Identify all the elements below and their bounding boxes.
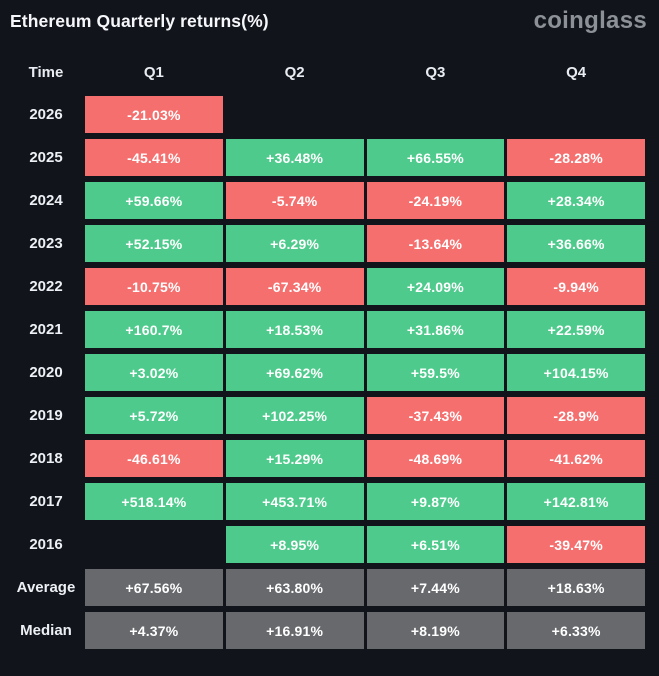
return-cell-2020-q4: +104.15% (507, 354, 645, 391)
return-cell-2025-q4: -28.28% (507, 139, 645, 176)
return-cell-2017-q1: +518.14% (85, 483, 223, 520)
column-header-q1: Q1 (143, 64, 164, 81)
row-label-2025: 2025 (29, 149, 63, 166)
return-cell-2017-q3: +9.87% (366, 483, 505, 520)
return-cell-2016-q1 (85, 526, 223, 563)
return-cell-2020-q3: +59.5% (366, 354, 505, 391)
return-cell-2022-q4: -9.94% (507, 268, 645, 305)
returns-table-body: 2026 -21.03% 2025 -45.41% +36.48% +66.55% -28.… (0, 96, 659, 649)
return-cell-2026-q4 (507, 96, 645, 133)
return-cell-2018-q2: +15.29% (225, 440, 364, 477)
column-header-q3: Q3 (425, 64, 446, 81)
return-cell-2019-q2: +102.25% (225, 397, 364, 434)
return-cell-2019-q4: -28.9% (507, 397, 645, 434)
return-cell-average-q3: +7.44% (366, 569, 505, 606)
return-cell-2023-q1: +52.15% (85, 225, 223, 262)
row-label-2022: 2022 (29, 278, 63, 295)
column-header-time: Time (28, 64, 64, 81)
return-cell-2017-q2: +453.71% (225, 483, 364, 520)
row-label-average: Average (16, 579, 76, 596)
return-cell-2016-q2: +8.95% (225, 526, 364, 563)
return-cell-2025-q3: +66.55% (366, 139, 505, 176)
return-cell-2026-q2 (226, 96, 364, 133)
return-cell-2023-q3: -13.64% (366, 225, 505, 262)
return-cell-2021-q1: +160.7% (85, 311, 223, 348)
return-cell-2018-q4: -41.62% (507, 440, 645, 477)
row-label-2018: 2018 (29, 450, 63, 467)
return-cell-2024-q4: +28.34% (507, 182, 645, 219)
return-cell-2018-q3: -48.69% (366, 440, 505, 477)
return-cell-2016-q3: +6.51% (366, 526, 505, 563)
return-cell-median-q4: +6.33% (507, 612, 645, 649)
return-cell-2020-q2: +69.62% (225, 354, 364, 391)
return-cell-2023-q2: +6.29% (225, 225, 364, 262)
row-label-2019: 2019 (29, 407, 63, 424)
return-cell-2024-q3: -24.19% (366, 182, 505, 219)
page-title: Ethereum Quarterly returns(%) (10, 11, 269, 31)
return-cell-2019-q3: -37.43% (366, 397, 505, 434)
return-cell-2025-q2: +36.48% (225, 139, 364, 176)
return-cell-average-q2: +63.80% (225, 569, 364, 606)
column-header-q4: Q4 (566, 64, 587, 81)
return-cell-median-q2: +16.91% (225, 612, 364, 649)
row-label-median: Median (20, 622, 72, 639)
row-label-2016: 2016 (29, 536, 63, 553)
return-cell-2019-q1: +5.72% (85, 397, 223, 434)
column-header-q2: Q2 (284, 64, 305, 81)
return-cell-2016-q4: -39.47% (507, 526, 645, 563)
return-cell-median-q1: +4.37% (85, 612, 223, 649)
return-cell-2017-q4: +142.81% (507, 483, 645, 520)
return-cell-average-q1: +67.56% (85, 569, 223, 606)
return-cell-2026-q1: -21.03% (85, 96, 223, 133)
return-cell-2025-q1: -45.41% (85, 139, 223, 176)
row-label-2021: 2021 (29, 321, 63, 338)
return-cell-2021-q4: +22.59% (507, 311, 645, 348)
return-cell-2018-q1: -46.61% (85, 440, 223, 477)
return-cell-2022-q2: -67.34% (225, 268, 364, 305)
row-label-2024: 2024 (29, 192, 63, 209)
return-cell-2024-q1: +59.66% (85, 182, 223, 219)
return-cell-2026-q3 (367, 96, 505, 133)
return-cell-2022-q3: +24.09% (366, 268, 505, 305)
row-label-2023: 2023 (29, 235, 63, 252)
return-cell-2024-q2: -5.74% (225, 182, 364, 219)
return-cell-2023-q4: +36.66% (507, 225, 645, 262)
widget-topbar: Ethereum Quarterly returns(%) coinglass (0, 0, 659, 35)
return-cell-average-q4: +18.63% (507, 569, 645, 606)
row-label-2020: 2020 (29, 364, 63, 381)
return-cell-median-q3: +8.19% (366, 612, 505, 649)
row-label-2017: 2017 (29, 493, 63, 510)
return-cell-2021-q2: +18.53% (225, 311, 364, 348)
return-cell-2022-q1: -10.75% (85, 268, 223, 305)
row-label-2026: 2026 (29, 106, 63, 123)
return-cell-2021-q3: +31.86% (366, 311, 505, 348)
returns-table-header: Time Q1 Q2 Q3 Q4 (0, 63, 659, 83)
coinglass-logo: coinglass (533, 7, 647, 34)
return-cell-2020-q1: +3.02% (85, 354, 223, 391)
